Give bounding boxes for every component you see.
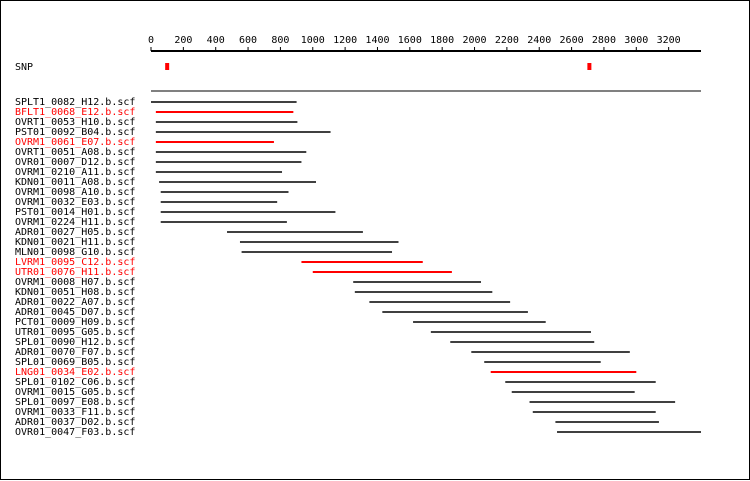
read-name-label: KDN01_0021_H11.b.scf: [15, 237, 135, 248]
read-name-label: OVRM1_0008_H07.b.scf: [15, 277, 135, 288]
read-name-label: ADR01_0022_A07.b.scf: [15, 297, 135, 308]
axis-tick-label: 1200: [333, 35, 357, 46]
read-name-label: OVRM1_0033_F11.b.scf: [15, 407, 135, 418]
axis-tick-label: 1800: [430, 35, 454, 46]
read-name-label: ADR01_0045_D07.b.scf: [15, 307, 135, 318]
axis-tick-label: 800: [271, 35, 289, 46]
read-name-label: OVRM1_0061_E07.b.scf: [15, 137, 135, 148]
axis-tick-label: 1400: [365, 35, 389, 46]
axis-tick-label: 2800: [592, 35, 616, 46]
read-name-label: SPL01_0090_H12.b.scf: [15, 337, 135, 348]
axis-tick-label: 2000: [462, 35, 486, 46]
axis-tick-label: 2200: [495, 35, 519, 46]
read-name-label: KDN01_0051_H08.b.scf: [15, 287, 135, 298]
axis-ticks: 0 200 400 600 800 1000 1200 1400 1600 1800 2000 220…: [148, 35, 681, 51]
read-name-label: OVR01_0047_F03.b.scf: [15, 427, 135, 438]
read-name-label: SPLT1_0082_H12.b.scf: [15, 97, 135, 108]
read-name-label: SPL01_0097_E08.b.scf: [15, 397, 135, 408]
axis-tick-label: 0: [148, 35, 154, 46]
read-name-label: KDN01_0011_A08.b.scf: [15, 177, 135, 188]
snp-track-label: SNP: [15, 62, 33, 73]
axis-tick-label: 2600: [560, 35, 584, 46]
read-name-label: MLN01_0098_G10.b.scf: [15, 247, 135, 258]
read-name-label: SPL01_0102_C06.b.scf: [15, 377, 135, 388]
read-name-label: OVRM1_0032_E03.b.scf: [15, 197, 135, 208]
read-name-label: UTR01_0095_G05.b.scf: [15, 327, 135, 338]
read-name-label: PST01_0092_B04.b.scf: [15, 127, 135, 138]
read-name-label: LNG01_0034_E02.b.scf: [15, 367, 135, 378]
read-name-label: LVRM1_0095_C12.b.scf: [15, 257, 135, 268]
axis-tick-label: 3000: [624, 35, 648, 46]
read-name-label: OVRT1_0051_A08.b.scf: [15, 147, 135, 158]
read-name-label: ADR01_0070_F07.b.scf: [15, 347, 135, 358]
read-name-label: UTR01_0076_H11.b.scf: [15, 267, 135, 278]
read-name-label: ADR01_0037_D02.b.scf: [15, 417, 135, 428]
read-list: SPLT1_0082_H12.b.scfBFLT1_0068_E12.b.scf…: [15, 97, 701, 438]
axis-tick-label: 400: [207, 35, 225, 46]
axis-tick-label: 1600: [398, 35, 422, 46]
read-name-label: OVRM1_0210_A11.b.scf: [15, 167, 135, 178]
read-name-label: SPL01_0069_B05.b.scf: [15, 357, 135, 368]
read-name-label: OVRM1_0098_A10.b.scf: [15, 187, 135, 198]
read-name-label: OVRM1_0015_G05.b.scf: [15, 387, 135, 398]
read-name-label: PST01_0014_H01.b.scf: [15, 207, 135, 218]
axis-tick-label: 2400: [527, 35, 551, 46]
read-name-label: OVRM1_0224_H11.b.scf: [15, 217, 135, 228]
read-name-label: PCT01_0009_H09.b.scf: [15, 317, 135, 328]
axis-tick-label: 600: [239, 35, 257, 46]
snp-track: [165, 63, 592, 70]
axis-tick-label: 1000: [301, 35, 325, 46]
read-name-label: ADR01_0027_H05.b.scf: [15, 227, 135, 238]
read-name-label: OVR01_0007_D12.b.scf: [15, 157, 135, 168]
snp-marker: [165, 63, 170, 70]
read-name-label: OVRT1_0053_H10.b.scf: [15, 117, 135, 128]
axis-tick-label: 200: [174, 35, 192, 46]
read-name-label: BFLT1_0068_E12.b.scf: [15, 107, 135, 118]
axis-tick-label: 3200: [657, 35, 681, 46]
snp-marker: [587, 63, 592, 70]
